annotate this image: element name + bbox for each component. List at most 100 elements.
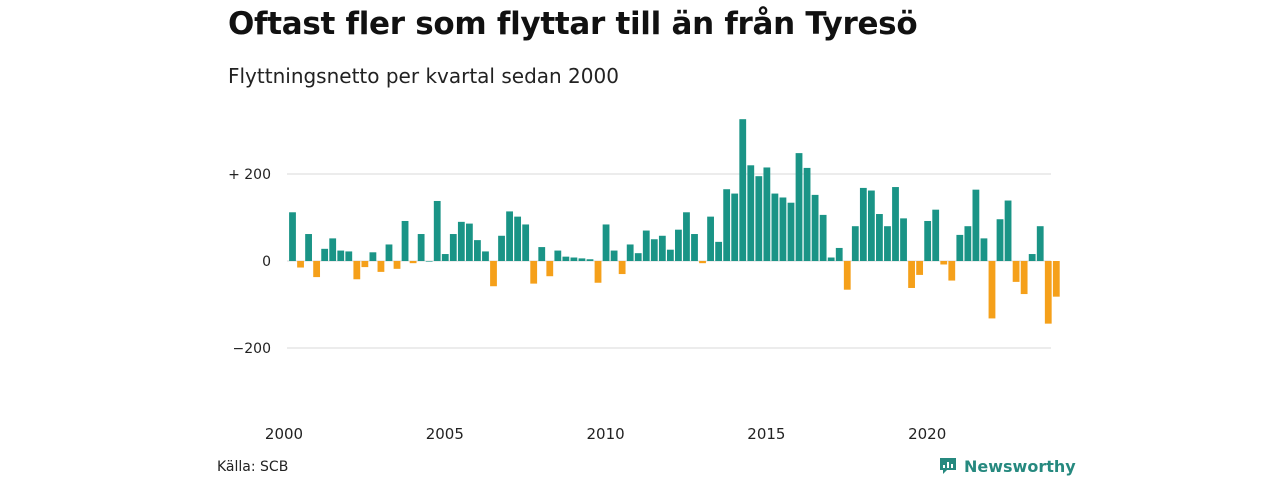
bar xyxy=(988,261,996,319)
bar xyxy=(482,251,489,261)
chart-subtitle: Flyttningsnetto per kvartal sedan 2000 xyxy=(228,64,619,88)
bar xyxy=(867,190,875,261)
bar xyxy=(554,250,562,261)
bar xyxy=(530,261,538,284)
bar xyxy=(313,261,321,278)
bar xyxy=(594,261,602,283)
bar xyxy=(980,238,988,261)
bar xyxy=(345,251,353,261)
bar xyxy=(506,211,513,261)
bar xyxy=(522,224,530,261)
x-tick-label: 2010 xyxy=(587,425,625,443)
x-tick-label: 2015 xyxy=(747,425,785,443)
bar xyxy=(490,261,497,287)
y-tick-label: 0 xyxy=(262,254,271,270)
bar xyxy=(289,212,296,261)
bar xyxy=(586,259,594,261)
bar xyxy=(602,224,610,261)
bar xyxy=(843,261,851,290)
bar xyxy=(409,261,417,264)
bar xyxy=(892,187,899,261)
bar xyxy=(650,239,658,261)
bar xyxy=(610,250,618,261)
bar xyxy=(876,214,883,261)
bar xyxy=(634,253,642,261)
bar xyxy=(819,214,827,261)
bar xyxy=(884,226,891,261)
bar xyxy=(465,223,473,261)
bar xyxy=(940,261,948,265)
bar xyxy=(1004,200,1012,261)
bar xyxy=(578,258,586,261)
bar xyxy=(1036,226,1044,261)
bar xyxy=(1020,261,1028,295)
bar xyxy=(723,189,731,261)
bar xyxy=(433,200,441,261)
bar xyxy=(739,119,747,261)
brand-logo[interactable]: Newsworthy xyxy=(938,456,1076,476)
bar xyxy=(618,261,626,275)
bar xyxy=(361,261,369,268)
bar xyxy=(851,226,859,261)
bar xyxy=(658,235,666,261)
bar xyxy=(1044,261,1052,324)
bar xyxy=(731,193,739,261)
bar xyxy=(859,187,867,261)
bar xyxy=(538,247,546,261)
bar xyxy=(675,229,682,261)
bar xyxy=(642,230,650,261)
bar xyxy=(948,261,956,281)
bar xyxy=(924,220,932,261)
bar xyxy=(972,189,980,261)
y-tick-label: + 200 xyxy=(228,167,271,183)
bar xyxy=(441,254,449,261)
bar xyxy=(691,234,698,261)
x-tick-label: 2020 xyxy=(908,425,946,443)
bar xyxy=(908,261,915,288)
bar xyxy=(401,220,409,261)
bar xyxy=(779,197,787,261)
bar xyxy=(763,167,771,261)
bar xyxy=(297,261,304,268)
bar xyxy=(321,248,329,261)
bar xyxy=(498,235,505,261)
bar xyxy=(900,218,907,261)
bar xyxy=(996,219,1004,261)
bar xyxy=(707,216,714,261)
bar xyxy=(425,261,433,262)
brand-name: Newsworthy xyxy=(964,456,1076,476)
net-migration-bar-chart: + 200 0 −200 2000 2005 2010 2015 2020 xyxy=(228,119,1060,443)
bar-chart-speech-bubble-icon xyxy=(940,458,956,474)
bar xyxy=(715,241,723,261)
bar xyxy=(755,176,763,262)
bar xyxy=(385,244,393,261)
y-tick-label: −200 xyxy=(233,341,271,357)
bar xyxy=(449,234,457,261)
bar xyxy=(1012,261,1020,282)
bar xyxy=(626,244,634,261)
bar xyxy=(369,252,377,261)
bar xyxy=(932,209,940,261)
bar xyxy=(803,167,811,261)
bar xyxy=(1028,254,1036,261)
bar xyxy=(514,216,522,261)
bar xyxy=(457,221,465,261)
bar xyxy=(417,234,425,261)
x-tick-label: 2000 xyxy=(265,425,303,443)
bar xyxy=(666,249,674,261)
bar xyxy=(570,257,578,261)
bar xyxy=(827,257,835,261)
bar xyxy=(1052,261,1060,297)
bar xyxy=(916,261,924,275)
bar xyxy=(787,202,795,261)
bar xyxy=(964,226,972,261)
bar xyxy=(329,238,337,261)
bar xyxy=(835,247,843,261)
chart-title: Oftast fler som flyttar till än från Tyr… xyxy=(228,6,918,42)
bar xyxy=(683,212,690,261)
bar xyxy=(353,261,361,280)
bar xyxy=(795,153,803,261)
x-tick-label: 2005 xyxy=(426,425,464,443)
bar xyxy=(771,193,779,261)
axis-labels: + 200 0 −200 2000 2005 2010 2015 2020 xyxy=(228,167,946,443)
